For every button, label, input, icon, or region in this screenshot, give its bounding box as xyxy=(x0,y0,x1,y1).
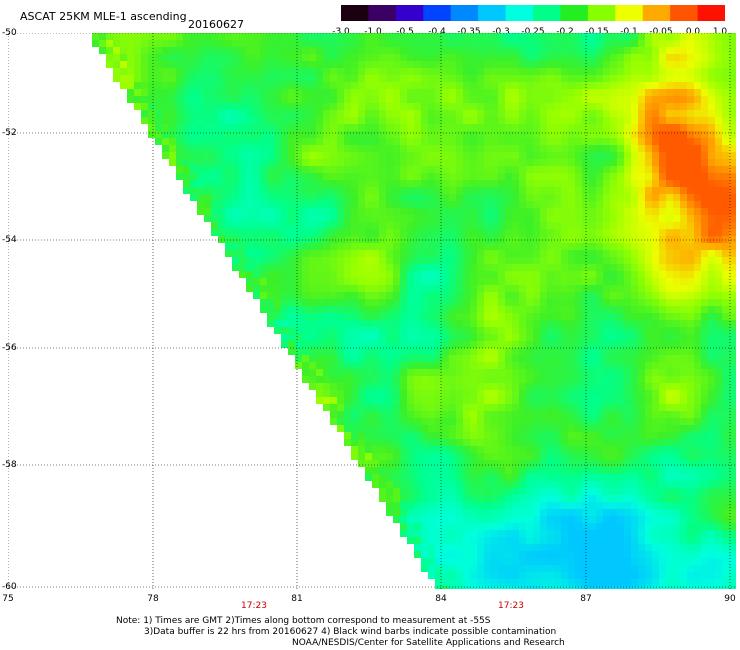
latitude-label: -60 xyxy=(2,582,17,592)
colorbar-label: -0.4 xyxy=(428,27,446,37)
longitude-label: 81 xyxy=(291,594,303,604)
note-line-3: NOAA/NESDIS/Center for Satellite Applica… xyxy=(292,638,565,648)
colorbar-swatch xyxy=(670,5,699,21)
latitude-label: -52 xyxy=(2,128,17,138)
colorbar-swatch xyxy=(341,5,369,21)
colorbar-swatch xyxy=(423,5,452,21)
colorbar-swatch xyxy=(697,5,725,21)
map-title: ASCAT 25KM MLE-1 ascending xyxy=(20,10,187,23)
colorbar-swatch xyxy=(642,5,671,21)
note-line-2: 3)Data buffer is 22 hrs from 20160627 4)… xyxy=(144,627,557,637)
scatterometer-map xyxy=(8,33,736,589)
latitude-label: -56 xyxy=(2,343,17,353)
colorbar-label: 0.0 xyxy=(685,27,701,37)
map-date: 20160627 xyxy=(188,18,244,31)
longitude-label: 84 xyxy=(435,594,447,604)
latitude-label: -54 xyxy=(2,235,17,245)
latitude-label: -50 xyxy=(2,28,17,38)
colorbar-label: -0.15 xyxy=(585,27,609,37)
colorbar-swatch xyxy=(533,5,561,21)
colorbar-label: -0.2 xyxy=(556,27,574,37)
colorbar-swatch xyxy=(615,5,644,21)
swath-data xyxy=(92,33,736,589)
colorbar-swatch xyxy=(505,5,534,21)
colorbar-swatch xyxy=(368,5,397,21)
colorbar-label: -3.0 xyxy=(332,27,350,37)
graticule xyxy=(8,33,736,589)
colorbar-label: -0.3 xyxy=(492,27,510,37)
longitude-label: 78 xyxy=(147,594,159,604)
colorbar-label: -0.35 xyxy=(457,27,481,37)
colorbar-label: -0.05 xyxy=(649,27,673,37)
colorbar-swatch xyxy=(395,5,424,21)
colorbar-swatch xyxy=(478,5,507,21)
colorbar-label: -0.5 xyxy=(396,27,414,37)
longitude-label: 75 xyxy=(2,594,14,604)
colorbar-label: 1.0 xyxy=(712,27,728,37)
pass-time-label: 17:23 xyxy=(241,601,267,611)
latitude-label: -58 xyxy=(2,460,17,470)
longitude-label: 90 xyxy=(724,594,736,604)
longitude-label: 87 xyxy=(580,594,592,604)
colorbar-swatch xyxy=(560,5,589,21)
colorbar xyxy=(341,5,725,21)
colorbar-label: -1.0 xyxy=(364,27,382,37)
colorbar-label: -0.1 xyxy=(620,27,638,37)
colorbar-label: -0.25 xyxy=(521,27,545,37)
note-line-1: Note: 1) Times are GMT 2)Times along bot… xyxy=(116,616,491,626)
colorbar-swatch xyxy=(587,5,616,21)
pass-time-label: 17:23 xyxy=(498,601,524,611)
colorbar-swatch xyxy=(450,5,479,21)
